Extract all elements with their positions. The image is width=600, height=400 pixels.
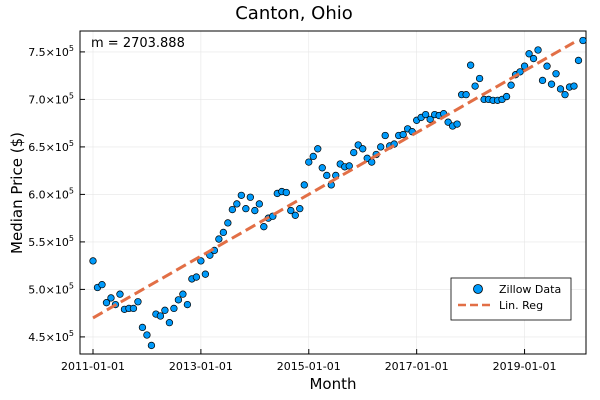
data-point xyxy=(134,298,142,306)
data-point xyxy=(98,281,106,289)
data-point xyxy=(318,164,326,172)
x-axis-title: Month xyxy=(309,375,356,393)
data-point xyxy=(426,115,434,123)
data-point xyxy=(529,54,538,63)
data-point xyxy=(552,70,560,78)
data-point xyxy=(138,323,147,332)
data-point xyxy=(224,219,232,227)
data-point xyxy=(165,319,174,327)
data-point xyxy=(462,90,470,99)
slope-annotation: m = 2703.888 xyxy=(91,36,185,51)
data-point xyxy=(507,81,515,89)
data-point xyxy=(215,235,223,243)
series xyxy=(89,36,587,350)
x-tick-label: 2019-01-01 xyxy=(493,360,557,373)
data-point xyxy=(179,290,187,298)
data-point xyxy=(102,299,111,307)
data-point xyxy=(561,90,569,99)
data-point xyxy=(197,257,205,265)
data-point xyxy=(534,46,542,54)
y-tick-label: 5.0×105 xyxy=(28,281,74,296)
data-point xyxy=(246,193,254,201)
data-point xyxy=(143,331,151,339)
plot-frame xyxy=(79,30,587,355)
data-point xyxy=(422,110,430,119)
data-point xyxy=(170,304,178,313)
data-point xyxy=(233,200,241,208)
data-point xyxy=(547,80,556,88)
legend: Zillow Data Lin. Reg xyxy=(450,277,572,321)
data-point xyxy=(161,306,169,314)
x-tick-label: 2015-01-01 xyxy=(277,360,341,373)
data-point xyxy=(287,206,295,215)
data-point xyxy=(377,143,385,151)
y-tick-label: 4.5×105 xyxy=(28,329,74,344)
data-point xyxy=(570,82,578,90)
y-tick-label: 7.0×105 xyxy=(28,91,74,106)
data-point xyxy=(237,191,245,200)
y-tick-label: 7.5×105 xyxy=(28,44,74,59)
x-axis-ticks: 2011-01-01 2013-01-01 2015-01-01 2017-01-01… xyxy=(61,349,557,373)
data-point xyxy=(251,206,259,215)
data-point xyxy=(466,61,475,69)
data-point xyxy=(300,181,308,189)
x-tick-label: 2011-01-01 xyxy=(61,360,125,373)
legend-marker-zillow xyxy=(473,284,483,294)
data-point xyxy=(345,162,353,170)
x-tick-label: 2013-01-01 xyxy=(169,360,233,373)
chart-title: Canton, Ohio xyxy=(235,3,353,24)
data-point xyxy=(314,145,322,153)
data-point xyxy=(471,82,479,90)
legend-box xyxy=(450,277,572,321)
data-point xyxy=(525,50,533,58)
data-point xyxy=(350,148,358,157)
data-point xyxy=(359,145,367,153)
data-point xyxy=(174,296,183,304)
data-point xyxy=(242,204,250,213)
data-point xyxy=(116,290,124,298)
data-point xyxy=(296,204,304,213)
data-point xyxy=(89,257,97,265)
data-point xyxy=(201,270,210,278)
y-tick-label: 6.5×105 xyxy=(28,139,74,154)
data-point xyxy=(282,188,290,197)
regression-line xyxy=(92,41,575,320)
grid xyxy=(80,31,586,354)
data-point xyxy=(399,130,407,139)
data-point xyxy=(538,76,547,85)
data-point xyxy=(228,205,237,214)
data-point xyxy=(543,62,551,70)
data-point xyxy=(183,300,192,309)
data-point xyxy=(574,56,583,65)
data-point xyxy=(129,304,138,313)
data-point xyxy=(309,152,317,161)
data-point xyxy=(475,74,484,83)
data-point xyxy=(556,85,565,93)
legend-label-zillow: Zillow Data xyxy=(499,283,561,296)
data-point xyxy=(260,223,268,231)
data-point xyxy=(305,158,313,166)
data-point xyxy=(381,131,389,140)
data-point xyxy=(107,294,115,302)
data-point xyxy=(192,273,201,281)
data-point xyxy=(323,171,331,180)
data-point xyxy=(255,200,263,208)
data-point xyxy=(502,92,511,101)
data-point xyxy=(291,211,299,219)
data-point xyxy=(156,312,165,320)
y-axis-title: Median Price ($) xyxy=(8,132,26,254)
legend-label-linreg: Lin. Reg xyxy=(499,299,543,312)
y-tick-label: 5.5×105 xyxy=(28,234,74,249)
y-tick-label: 6.0×105 xyxy=(28,186,74,201)
y-axis-ticks: 4.5×105 5.0×105 5.5×105 6.0×105 6.5×105 7.0×1… xyxy=(28,44,85,344)
data-point xyxy=(219,228,228,237)
data-point xyxy=(453,120,461,128)
data-point xyxy=(579,36,587,45)
data-point xyxy=(147,341,156,350)
x-tick-label: 2017-01-01 xyxy=(385,360,449,373)
